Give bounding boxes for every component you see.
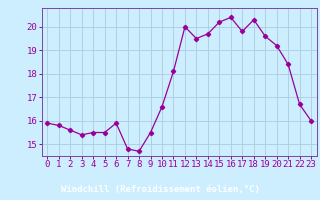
Text: Windchill (Refroidissement éolien,°C): Windchill (Refroidissement éolien,°C) [60, 185, 260, 194]
